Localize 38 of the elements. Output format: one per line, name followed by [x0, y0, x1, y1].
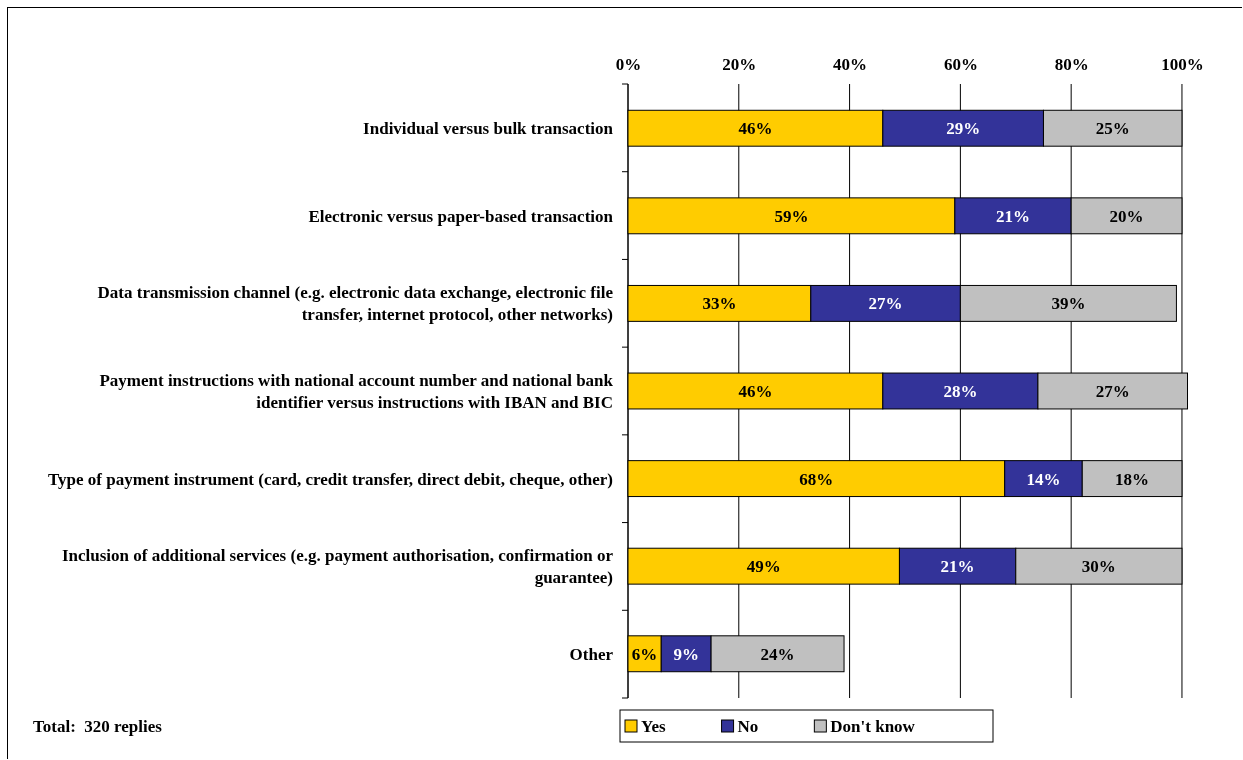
x-tick-label: 80% — [1054, 55, 1089, 74]
text: 6% — [631, 644, 658, 664]
text: 28% — [943, 382, 978, 401]
text: 39% — [1051, 294, 1086, 314]
y-tick-label: Payment instructions with national account number and national bank identifier versus instructions with IBAN and BIC — [99, 371, 614, 412]
y-tick-label: Electronic versus paper-based transaction — [308, 206, 614, 226]
y-tick-label: Inclusion of additional services (e.g. payment authorisation, confirmation or guarantee) — [61, 546, 614, 588]
text: 49% — [746, 557, 781, 577]
y-tick-label: Other — [569, 644, 614, 664]
x-tick-label: 0% — [615, 55, 642, 74]
x-tick-label: 40% — [833, 55, 868, 74]
text: 27% — [1095, 382, 1130, 401]
legend-label: Yes — [641, 717, 666, 736]
text: 46% — [738, 382, 773, 401]
text: 21% — [996, 206, 1030, 226]
y-tick-label: Individual versus bulk transaction — [363, 119, 614, 139]
text: 29% — [946, 119, 981, 139]
text: 68% — [799, 469, 834, 489]
text: 14% — [1026, 469, 1061, 489]
x-tick-label: 20% — [722, 55, 757, 74]
text: 9% — [673, 644, 699, 664]
text: 21% — [940, 557, 975, 577]
y-tick-label: Type of payment instrument (card, credit transfer, direct debit, cheque, other) — [47, 469, 613, 489]
text: 30% — [1081, 557, 1116, 577]
text: 46% — [738, 119, 773, 139]
text: 25% — [1095, 119, 1130, 139]
legend-label: Don't know — [830, 717, 916, 736]
y-tick-label: Data transmission channel (e.g. electronic data exchange, electronic file transfer, internet protocol, other networks) — [97, 283, 614, 325]
text: 27% — [868, 294, 903, 314]
x-tick-label: 100% — [1161, 55, 1204, 74]
text: 33% — [702, 294, 737, 314]
text: 24% — [760, 644, 795, 664]
text: Total: 320 replies — [33, 717, 163, 736]
legend-label: No — [737, 717, 759, 736]
text: 18% — [1115, 469, 1150, 489]
text: 59% — [774, 206, 809, 226]
x-tick-label: 60% — [943, 55, 978, 74]
text: 20% — [1109, 206, 1144, 226]
